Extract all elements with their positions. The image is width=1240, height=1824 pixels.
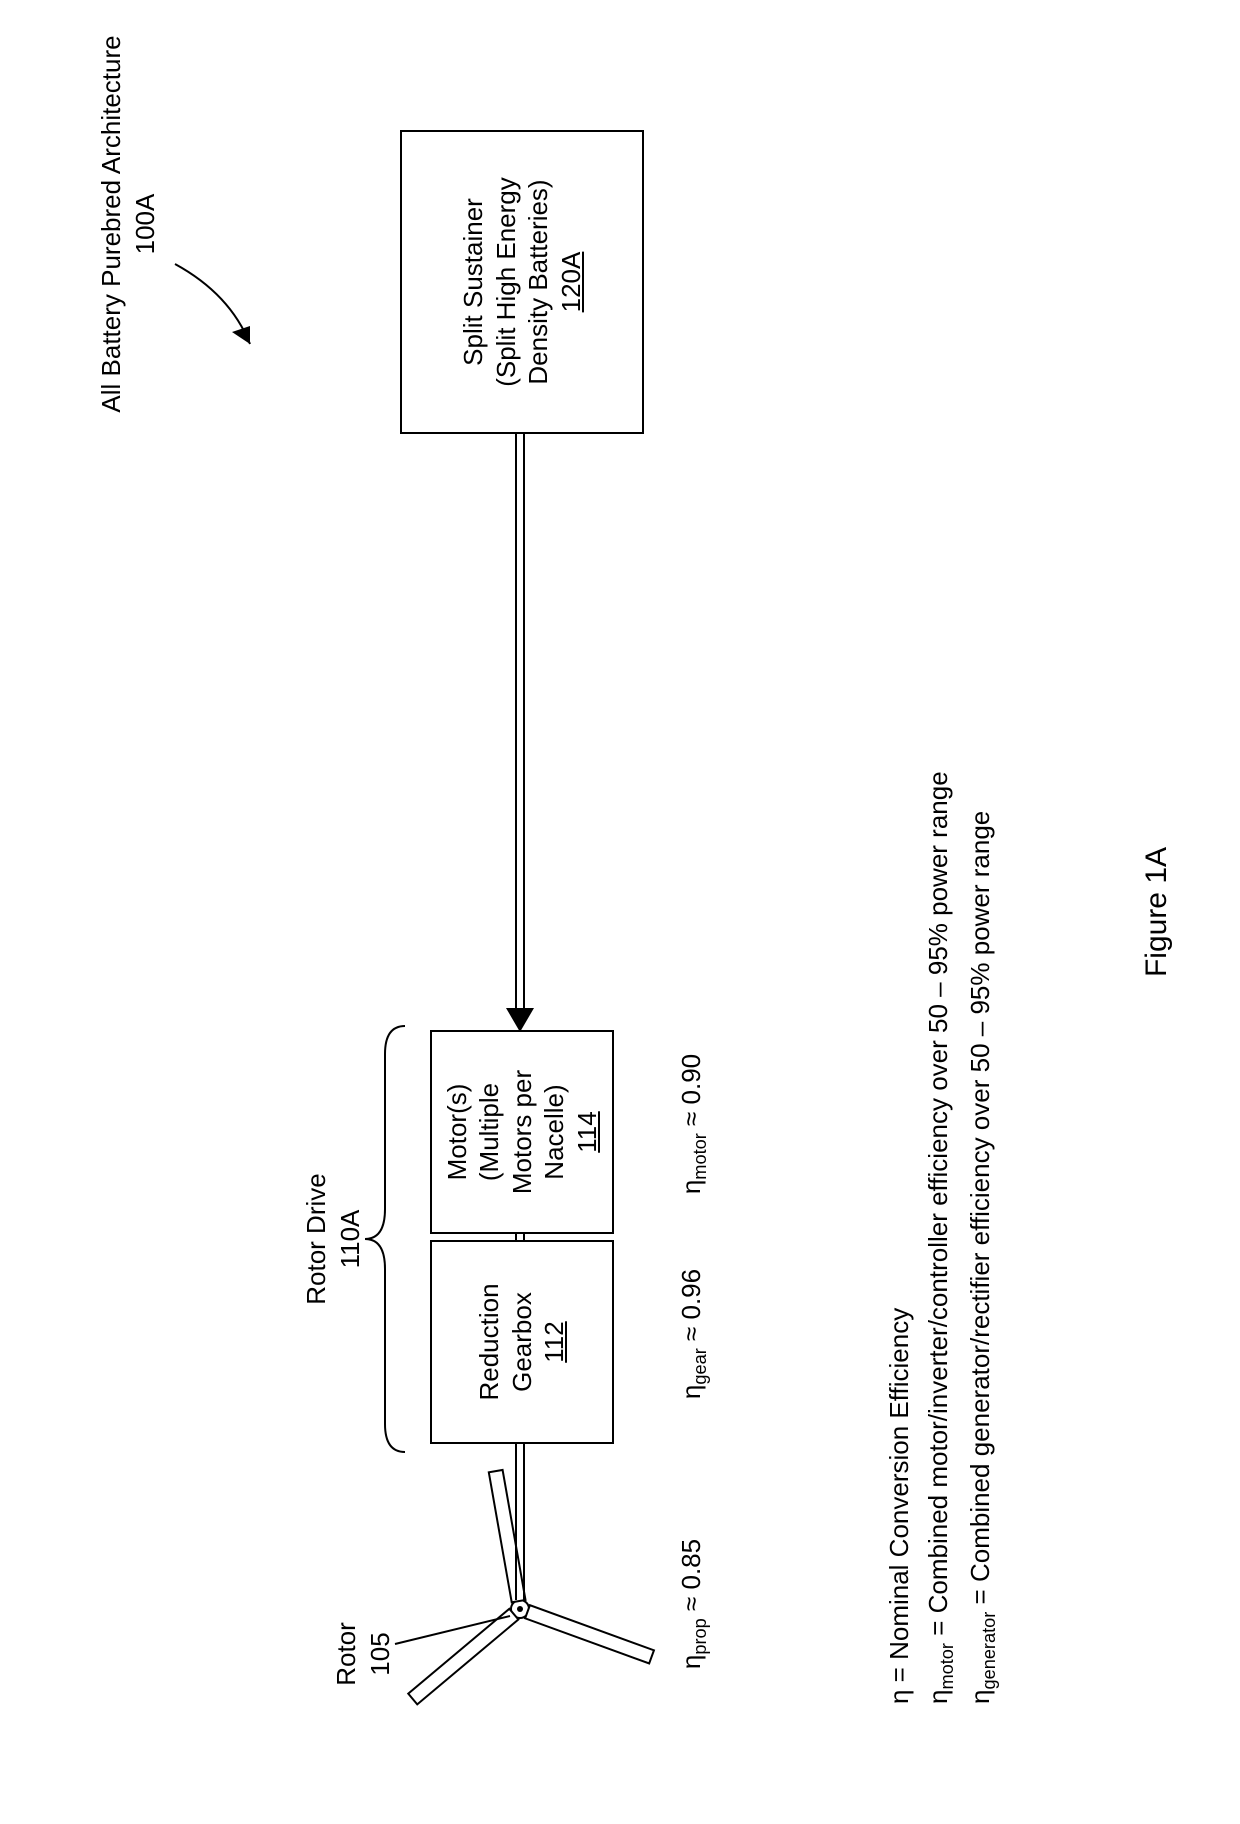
- gearbox-box: Reduction Gearbox 112: [430, 1240, 614, 1444]
- note3-eta: η: [965, 1690, 995, 1704]
- rotor-drive-label: Rotor Drive 110A: [300, 1124, 368, 1354]
- gearbox-l2: Gearbox: [506, 1292, 539, 1392]
- figure-label: Figure 1A: [1140, 0, 1174, 1824]
- motors-l3: Motors per: [506, 1070, 539, 1194]
- note1-text: η = Nominal Conversion Efficiency: [884, 1308, 914, 1704]
- rotor-drive-brace: [365, 1026, 405, 1452]
- title-line2: 100A: [130, 194, 160, 255]
- title-swoosh-head: [232, 326, 250, 344]
- sustainer-l1: Split Sustainer: [457, 198, 490, 366]
- eff-motor-val: ≈ 0.90: [676, 1054, 706, 1133]
- note2-rest: = Combined motor/inverter/controller eff…: [923, 771, 953, 1643]
- motors-ref: 114: [571, 1111, 604, 1152]
- rotor-word: Rotor: [331, 1622, 361, 1686]
- eff-gear-val: ≈ 0.96: [676, 1269, 706, 1348]
- note3-sub: generator: [980, 1612, 1000, 1690]
- note-line2: ηmotor = Combined motor/inverter/control…: [919, 304, 961, 1704]
- gearbox-ref: 112: [538, 1321, 571, 1362]
- rotor-icon: [408, 1470, 654, 1704]
- note-line1: η = Nominal Conversion Efficiency: [880, 304, 919, 1704]
- eff-gear-sub: gear: [690, 1348, 710, 1384]
- sustainer-l2: (Split High Energy: [490, 177, 523, 387]
- eff-prop-eta: η: [676, 1655, 706, 1669]
- motors-l4: Nacelle): [538, 1084, 571, 1179]
- eff-gear-eta: η: [676, 1385, 706, 1399]
- sustainer-l3: Density Batteries): [522, 179, 555, 384]
- eff-prop-sub: prop: [690, 1618, 710, 1654]
- motors-l1: Motor(s): [441, 1084, 474, 1181]
- eff-prop-val: ≈ 0.85: [676, 1539, 706, 1618]
- note-line3: ηgenerator = Combined generator/rectifie…: [961, 304, 1003, 1704]
- rotor-drive-word: Rotor Drive: [301, 1173, 331, 1304]
- architecture-title: All Battery Purebred Architecture 100A: [95, 14, 163, 434]
- eff-motor-eta: η: [676, 1180, 706, 1194]
- rotor-drive-ref: 110A: [335, 1210, 365, 1269]
- note3-rest: = Combined generator/rectifier efficienc…: [965, 811, 995, 1612]
- eff-motor-sub: motor: [690, 1133, 710, 1180]
- eff-motor: ηmotor ≈ 0.90: [675, 1024, 713, 1224]
- note2-eta: η: [923, 1690, 953, 1704]
- notes-block: η = Nominal Conversion Efficiency ηmotor…: [880, 304, 1004, 1704]
- motors-l2: (Multiple: [473, 1083, 506, 1181]
- note2-sub: motor: [937, 1643, 957, 1690]
- rotor-label: Rotor 105: [330, 1594, 398, 1714]
- rotor-ref: 105: [365, 1632, 395, 1675]
- eff-gear: ηgear ≈ 0.96: [675, 1234, 713, 1434]
- gearbox-l1: Reduction: [473, 1283, 506, 1400]
- figure-text: Figure 1A: [1140, 847, 1173, 977]
- motors-box: Motor(s) (Multiple Motors per Nacelle) 1…: [430, 1030, 614, 1234]
- eff-prop: ηprop ≈ 0.85: [675, 1504, 713, 1704]
- bus-arrowhead: [506, 1008, 534, 1032]
- sustainer-ref: 120A: [555, 252, 588, 313]
- sustainer-box: Split Sustainer (Split High Energy Densi…: [400, 130, 644, 434]
- title-line1: All Battery Purebred Architecture: [96, 35, 126, 412]
